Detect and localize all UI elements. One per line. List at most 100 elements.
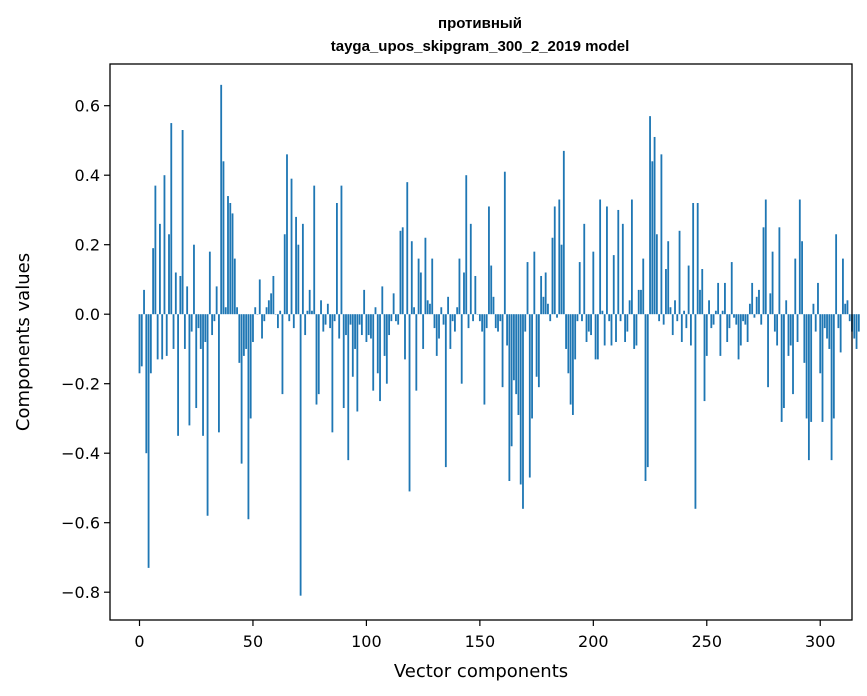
bar-262 bbox=[733, 314, 735, 318]
bar-109 bbox=[385, 314, 388, 384]
bar-91 bbox=[345, 314, 347, 336]
bar-22 bbox=[188, 314, 191, 426]
y-tick-label-3: −0.2 bbox=[61, 375, 100, 394]
bar-204 bbox=[601, 310, 604, 315]
bar-79 bbox=[317, 314, 320, 395]
x-axis-label: Vector components bbox=[394, 661, 568, 682]
bar-142 bbox=[460, 314, 463, 384]
bar-159 bbox=[499, 314, 502, 322]
bar-58 bbox=[270, 293, 273, 315]
bar-97 bbox=[358, 314, 361, 325]
bar-73 bbox=[304, 314, 307, 336]
y-tick-label-0: −0.8 bbox=[61, 583, 100, 602]
bar-71 bbox=[299, 314, 302, 596]
bar-150 bbox=[478, 314, 481, 322]
bar-212 bbox=[619, 314, 622, 322]
bar-12 bbox=[165, 314, 168, 356]
bar-5 bbox=[149, 314, 152, 374]
bar-180 bbox=[547, 303, 549, 315]
bar-210 bbox=[615, 314, 617, 342]
x-tick-label-150: 150 bbox=[465, 632, 496, 651]
bar-259 bbox=[726, 314, 729, 342]
bar-32 bbox=[211, 314, 214, 336]
bar-56 bbox=[265, 307, 268, 315]
bar-302 bbox=[823, 314, 826, 329]
bar-249 bbox=[703, 314, 706, 402]
bar-120 bbox=[410, 241, 413, 315]
bar-272 bbox=[755, 296, 758, 315]
bar-48 bbox=[247, 314, 250, 520]
bar-70 bbox=[297, 244, 300, 315]
bar-270 bbox=[751, 282, 754, 315]
bar-225 bbox=[649, 116, 651, 315]
bar-312 bbox=[846, 300, 849, 315]
bar-39 bbox=[227, 196, 229, 315]
bar-0 bbox=[138, 314, 141, 374]
bar-297 bbox=[812, 303, 815, 315]
bar-287 bbox=[789, 314, 792, 346]
bar-316 bbox=[855, 314, 858, 349]
bar-137 bbox=[449, 314, 452, 349]
bar-188 bbox=[565, 314, 567, 349]
bar-222 bbox=[642, 258, 645, 315]
bar-236 bbox=[674, 300, 676, 315]
bar-148 bbox=[474, 275, 477, 315]
bar-173 bbox=[531, 314, 533, 419]
bar-139 bbox=[454, 314, 456, 332]
bar-24 bbox=[193, 244, 195, 315]
bar-114 bbox=[397, 314, 400, 325]
bar-44 bbox=[238, 314, 241, 363]
bar-151 bbox=[481, 314, 484, 332]
bar-261 bbox=[730, 262, 733, 315]
bar-9 bbox=[159, 223, 161, 315]
bar-157 bbox=[494, 314, 497, 329]
bar-115 bbox=[399, 230, 402, 315]
bar-218 bbox=[633, 314, 636, 349]
bar-116 bbox=[401, 227, 404, 315]
bar-81 bbox=[322, 314, 325, 332]
bar-108 bbox=[383, 314, 386, 356]
bar-147 bbox=[472, 314, 474, 322]
bar-54 bbox=[261, 314, 263, 339]
bar-221 bbox=[640, 289, 642, 315]
bar-135 bbox=[444, 314, 447, 468]
bar-216 bbox=[628, 300, 631, 315]
bar-219 bbox=[635, 314, 638, 346]
bar-201 bbox=[594, 314, 597, 360]
bar-98 bbox=[360, 314, 363, 336]
bar-75 bbox=[308, 289, 311, 315]
bar-59 bbox=[272, 275, 275, 315]
bar-53 bbox=[258, 279, 261, 315]
bar-40 bbox=[229, 203, 232, 315]
bar-311 bbox=[844, 303, 847, 315]
bar-100 bbox=[365, 314, 368, 342]
bar-16 bbox=[174, 272, 177, 315]
bar-234 bbox=[669, 307, 672, 315]
bar-171 bbox=[526, 262, 529, 315]
bar-165 bbox=[512, 314, 515, 381]
bar-283 bbox=[780, 314, 783, 422]
bar-143 bbox=[463, 272, 465, 315]
bar-66 bbox=[288, 314, 291, 322]
bar-107 bbox=[381, 286, 384, 315]
bar-38 bbox=[224, 307, 227, 315]
bar-223 bbox=[644, 314, 647, 481]
bar-248 bbox=[701, 269, 704, 315]
bar-275 bbox=[762, 227, 765, 315]
bar-183 bbox=[553, 206, 556, 315]
y-tick-label-4: 0.0 bbox=[75, 305, 100, 324]
bar-213 bbox=[621, 223, 624, 315]
bar-257 bbox=[721, 310, 724, 315]
bar-106 bbox=[379, 314, 381, 402]
bar-277 bbox=[767, 314, 769, 388]
bar-117 bbox=[404, 314, 406, 360]
bar-163 bbox=[508, 314, 511, 481]
bars-group bbox=[138, 84, 860, 596]
bar-164 bbox=[510, 314, 513, 447]
bar-278 bbox=[769, 293, 772, 315]
bar-89 bbox=[340, 185, 343, 315]
bar-95 bbox=[354, 314, 356, 349]
bar-240 bbox=[683, 310, 685, 315]
bar-111 bbox=[390, 314, 393, 322]
